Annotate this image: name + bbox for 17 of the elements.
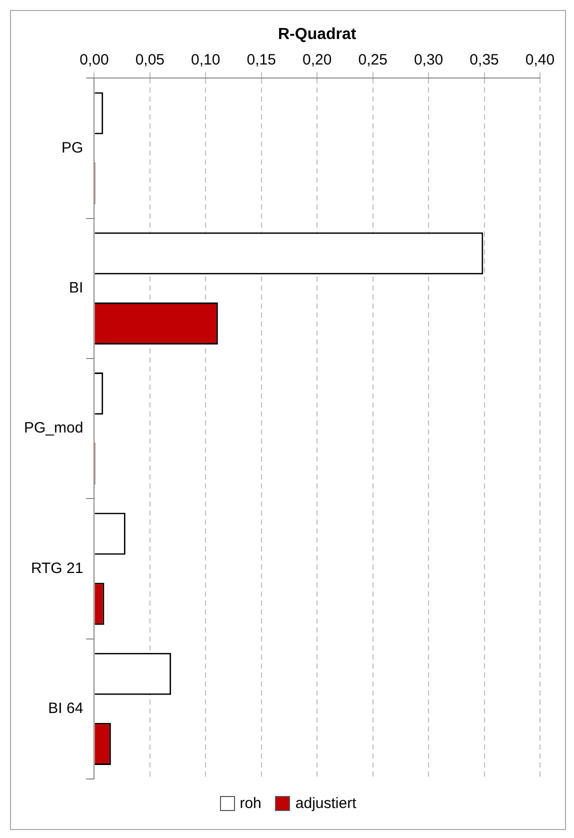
y-tick-label: BI: [69, 280, 84, 297]
y-tick-label: RTG 21: [30, 560, 84, 577]
x-tick-label: 0,05: [135, 51, 165, 68]
x-tick-label: 0,30: [414, 51, 444, 68]
x-tick-label: 0,40: [525, 51, 555, 68]
x-axis-title: R-Quadrat: [278, 26, 357, 44]
legend-label: adjustiert: [295, 795, 356, 812]
text: roh: [240, 795, 262, 812]
x-tick-label: 0,20: [302, 51, 332, 68]
y-tick-label: BI 64: [48, 700, 84, 718]
x-tick-label: 0,15: [246, 51, 276, 68]
x-tick-label: 0,00: [80, 51, 109, 68]
x-tick-label: 0,10: [191, 51, 220, 68]
y-tick-label: PG_mod: [24, 420, 84, 437]
x-tick-label: 0,35: [470, 51, 499, 68]
x-tick-label: 0,25: [358, 51, 388, 68]
y-tick-label: PG: [62, 139, 84, 156]
